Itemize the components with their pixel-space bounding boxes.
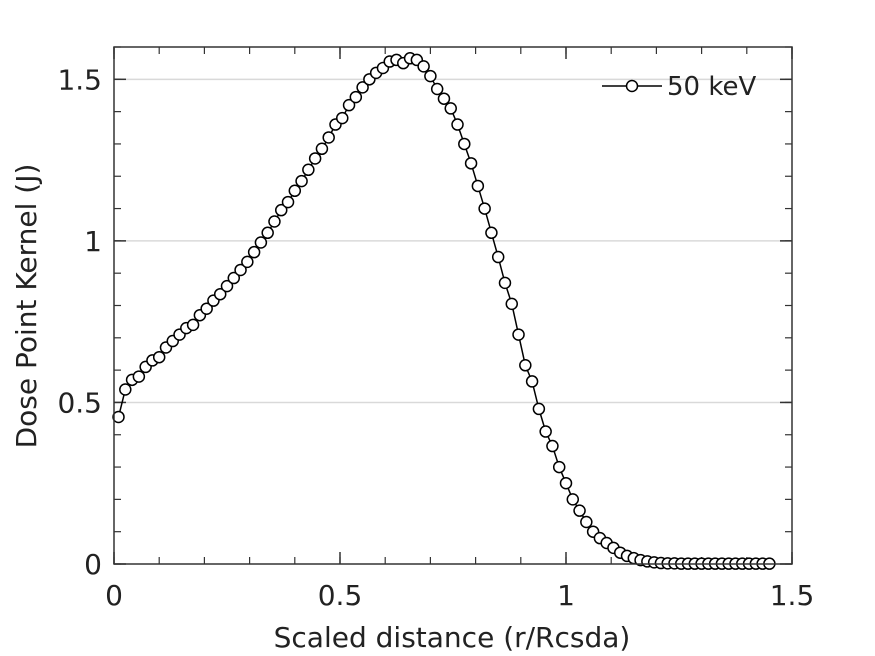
data-point bbox=[539, 425, 552, 438]
data-point bbox=[261, 226, 274, 240]
series-layer bbox=[112, 52, 776, 570]
data-point bbox=[566, 493, 580, 506]
data-point bbox=[227, 271, 241, 285]
data-point bbox=[519, 359, 532, 372]
data-point bbox=[288, 184, 302, 198]
data-point bbox=[505, 297, 519, 311]
data-point bbox=[112, 410, 125, 424]
data-point bbox=[213, 287, 227, 301]
data-point bbox=[295, 174, 308, 188]
data-point bbox=[220, 279, 234, 293]
x-tick-label: 0.5 bbox=[318, 579, 363, 612]
y-tick-label: 1 bbox=[84, 225, 102, 258]
data-point bbox=[471, 179, 485, 193]
x-axis-label: Scaled distance (r/Rcsda) bbox=[274, 621, 631, 654]
data-point bbox=[552, 460, 566, 474]
data-point bbox=[424, 69, 437, 83]
data-point bbox=[315, 142, 329, 156]
data-point bbox=[532, 402, 546, 416]
data-point bbox=[430, 82, 444, 96]
data-point bbox=[119, 383, 132, 396]
y-tick-label: 0.5 bbox=[57, 386, 102, 419]
data-point bbox=[573, 504, 586, 517]
data-point bbox=[281, 195, 295, 209]
data-point bbox=[485, 226, 498, 240]
data-point bbox=[152, 350, 166, 364]
data-point bbox=[349, 90, 363, 104]
data-point bbox=[274, 203, 288, 217]
data-point bbox=[546, 439, 559, 453]
data-point bbox=[132, 370, 146, 383]
grid-lines bbox=[114, 78, 792, 404]
x-tick-label: 1.5 bbox=[770, 579, 815, 612]
data-point bbox=[247, 245, 261, 259]
data-point bbox=[464, 157, 478, 170]
data-point bbox=[186, 318, 200, 332]
data-point bbox=[234, 263, 247, 277]
data-point bbox=[437, 92, 451, 105]
data-point bbox=[241, 255, 254, 269]
data-point bbox=[580, 515, 593, 529]
plot-frame bbox=[113, 46, 793, 565]
data-point bbox=[512, 328, 525, 341]
data-point bbox=[302, 163, 315, 177]
data-point bbox=[336, 111, 349, 125]
data-point bbox=[458, 137, 471, 151]
data-point bbox=[498, 276, 512, 290]
data-point bbox=[356, 81, 369, 94]
legend: 50 keV bbox=[602, 72, 756, 102]
data-point bbox=[491, 250, 505, 264]
tick-labels: 0 0.5 1 1.5 0 0.5 1 1.5 bbox=[57, 63, 814, 612]
data-point bbox=[478, 202, 491, 215]
legend-marker-icon bbox=[625, 79, 639, 93]
data-point bbox=[451, 118, 464, 131]
y-tick-label: 1.5 bbox=[57, 63, 102, 96]
y-tick-label: 0 bbox=[84, 548, 102, 581]
x-tick-label: 1 bbox=[557, 579, 575, 612]
data-point bbox=[559, 476, 573, 490]
data-point bbox=[322, 131, 335, 144]
data-point bbox=[200, 302, 213, 315]
y-axis-label: Dose Point Kernel (J) bbox=[10, 164, 43, 449]
data-point bbox=[417, 60, 430, 73]
data-point bbox=[444, 102, 457, 115]
data-point bbox=[525, 375, 539, 388]
data-point bbox=[268, 215, 281, 228]
legend-label: 50 keV bbox=[667, 72, 756, 102]
data-point bbox=[342, 98, 356, 112]
x-tick-label: 0 bbox=[105, 579, 123, 612]
data-point bbox=[308, 152, 322, 165]
data-point bbox=[254, 236, 268, 249]
